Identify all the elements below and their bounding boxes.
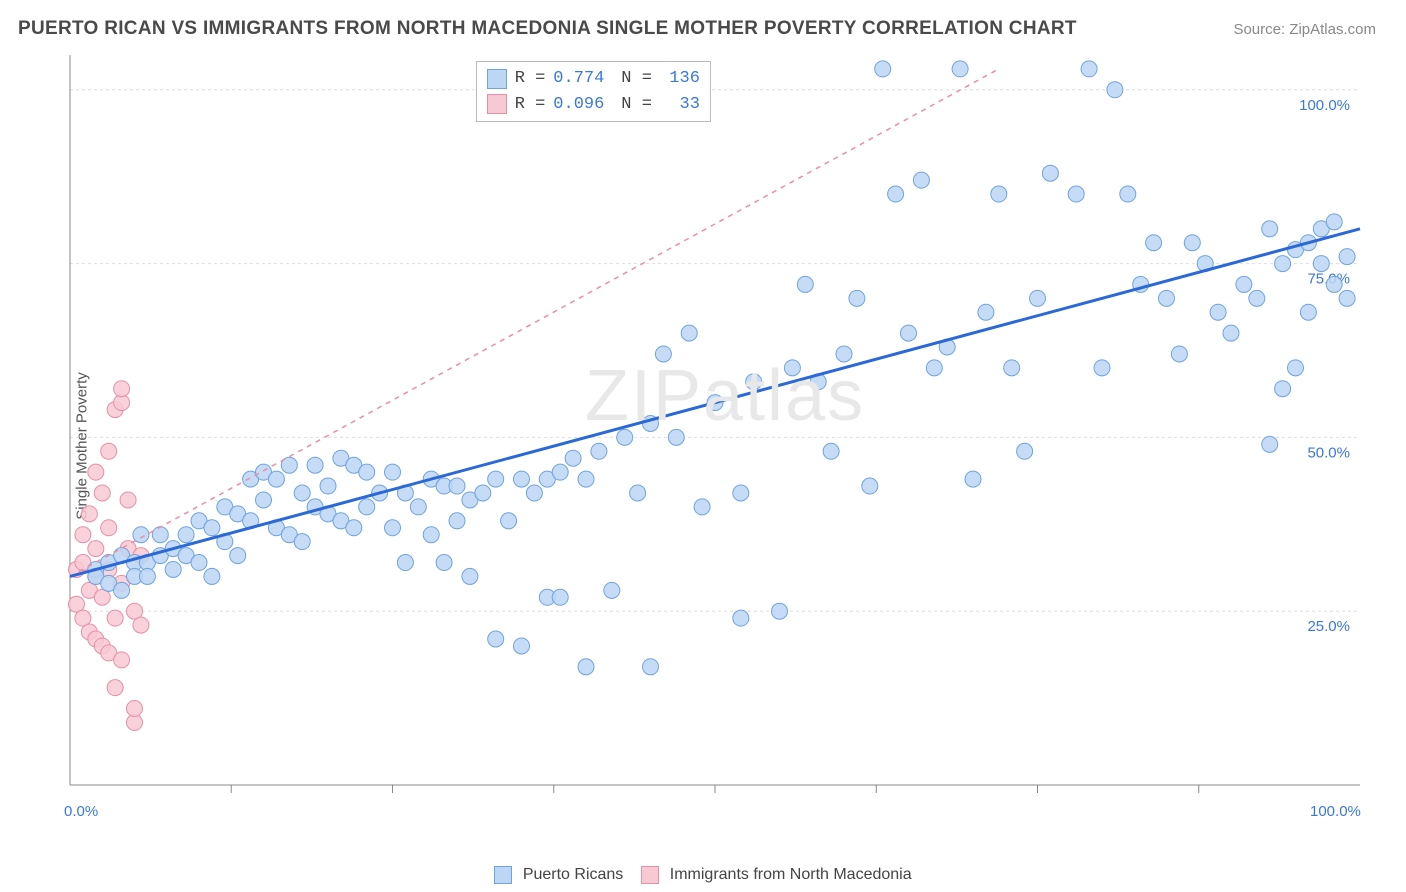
legend-swatch-pr-icon bbox=[494, 866, 512, 884]
svg-text:50.0%: 50.0% bbox=[1307, 444, 1350, 461]
stats-row-pr: R = 0.774 N = 136 bbox=[487, 66, 700, 92]
legend-label-nm: Immigrants from North Macedonia bbox=[670, 866, 912, 883]
svg-text:100.0%: 100.0% bbox=[1299, 97, 1350, 114]
x-tick-max: 100.0% bbox=[1310, 803, 1361, 820]
legend-swatch-nm-icon bbox=[641, 866, 659, 884]
svg-text:25.0%: 25.0% bbox=[1307, 618, 1350, 635]
x-tick-min: 0.0% bbox=[64, 803, 98, 820]
n-value-pr: 136 bbox=[660, 66, 700, 92]
stats-row-nm: R = 0.096 N = 33 bbox=[487, 92, 700, 118]
source-label: Source: ZipAtlas.com bbox=[1233, 21, 1376, 38]
stats-legend-box: R = 0.774 N = 136 R = 0.096 N = 33 bbox=[476, 61, 711, 122]
legend-item-nm: Immigrants from North Macedonia bbox=[641, 866, 911, 884]
chart-area: 25.0%50.0%75.0%100.0% ZIPatlas R = 0.774… bbox=[45, 55, 1375, 815]
n-value-nm: 33 bbox=[660, 92, 700, 118]
r-value-nm: 0.096 bbox=[553, 92, 613, 118]
scatter-chart: 25.0%50.0%75.0%100.0% bbox=[45, 55, 1375, 815]
legend-label-pr: Puerto Ricans bbox=[523, 866, 624, 883]
bottom-legend: Puerto Ricans Immigrants from North Mace… bbox=[0, 866, 1406, 884]
r-value-pr: 0.774 bbox=[553, 66, 613, 92]
legend-item-pr: Puerto Ricans bbox=[494, 866, 623, 884]
chart-title: PUERTO RICAN VS IMMIGRANTS FROM NORTH MA… bbox=[18, 18, 1077, 40]
legend-swatch-pr-icon bbox=[487, 69, 507, 89]
legend-swatch-nm-icon bbox=[487, 94, 507, 114]
